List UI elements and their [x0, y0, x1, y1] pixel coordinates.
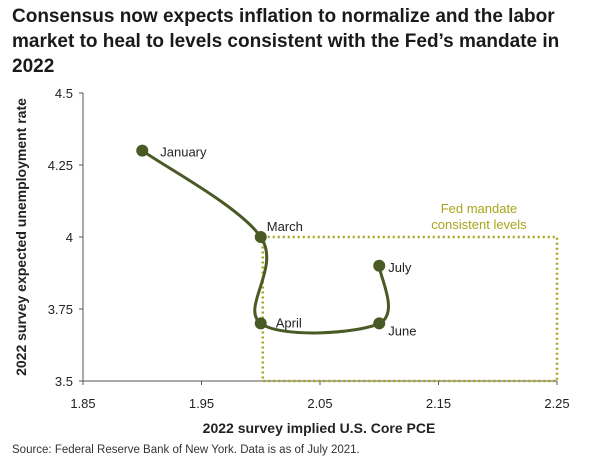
data-point: [136, 144, 149, 157]
point-label: March: [267, 219, 303, 234]
data-series: January March April June July: [136, 144, 416, 338]
x-tick-label: 2.05: [307, 396, 332, 411]
x-tick-label: 2.15: [426, 396, 451, 411]
data-point: [373, 317, 386, 330]
point-label: June: [388, 323, 416, 338]
data-point: [373, 259, 386, 272]
point-label: January: [160, 145, 207, 160]
data-point: [254, 317, 267, 330]
x-tick-label: 2.25: [544, 396, 569, 411]
source-note: Source: Federal Reserve Bank of New York…: [12, 444, 360, 456]
x-axis-label: 2022 survey implied U.S. Core PCE: [203, 420, 436, 436]
y-tick-label: 4: [66, 230, 73, 245]
fed-mandate-box: [261, 235, 559, 383]
fed-mandate-label: Fed mandate: [441, 201, 518, 216]
point-label: July: [388, 260, 412, 275]
y-tick-label: 3.75: [48, 302, 73, 317]
series-line: [141, 149, 390, 335]
y-tick-label: 4.5: [55, 86, 73, 101]
x-tick-label: 1.85: [70, 396, 95, 411]
x-tick-label: 1.95: [189, 396, 214, 411]
data-point: [254, 231, 267, 243]
y-tick-label: 4.25: [48, 158, 73, 173]
fed-mandate-label: consistent levels: [431, 217, 527, 232]
axes: 1.85 1.95 2.05 2.15 2.25 3.5 3.75 4 4.25 4.5: [48, 86, 570, 411]
y-tick-label: 3.5: [55, 374, 73, 389]
y-axis-label: 2022 survey expected unemployment rate: [13, 98, 29, 376]
chart-title: Consensus now expects inflation to norma…: [12, 6, 560, 77]
point-label: April: [276, 315, 302, 330]
